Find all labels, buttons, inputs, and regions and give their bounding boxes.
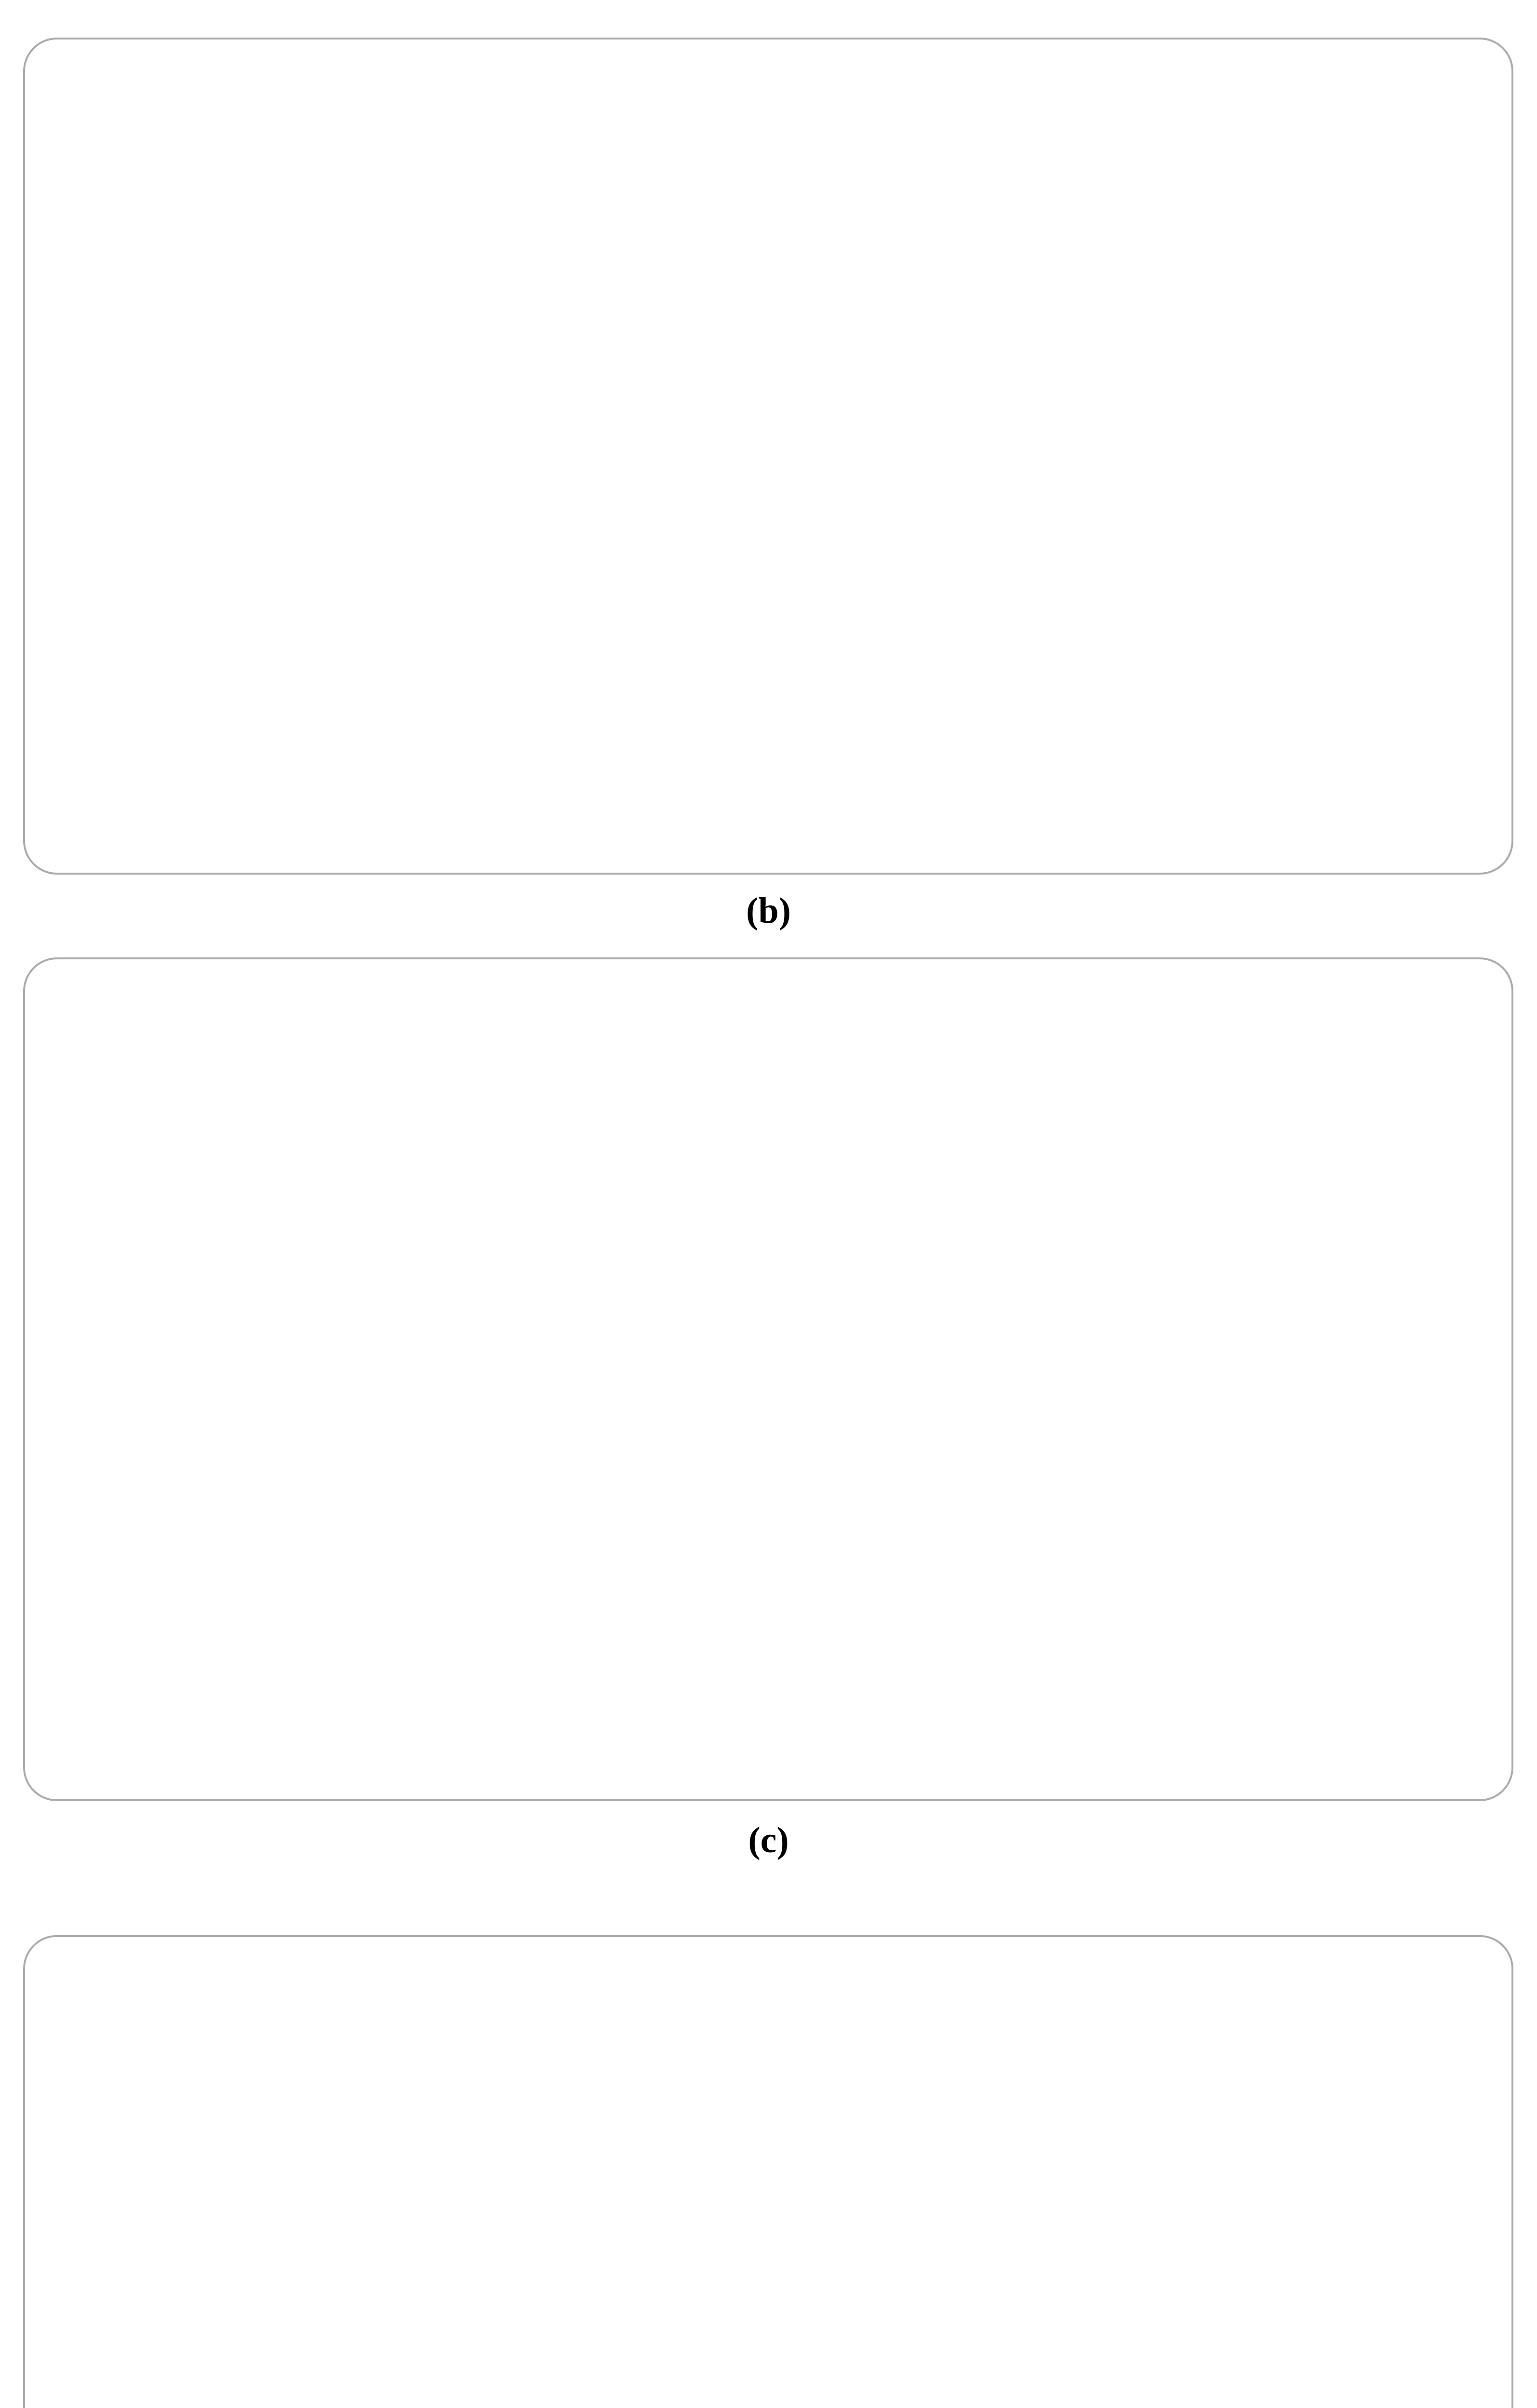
caption-c: (c) [748,1820,789,1860]
caption-b: (b) [746,890,791,931]
chart-panel-d [23,1935,1513,2408]
chart-panel-c [23,957,1513,1801]
chart-panel-b [23,38,1513,875]
